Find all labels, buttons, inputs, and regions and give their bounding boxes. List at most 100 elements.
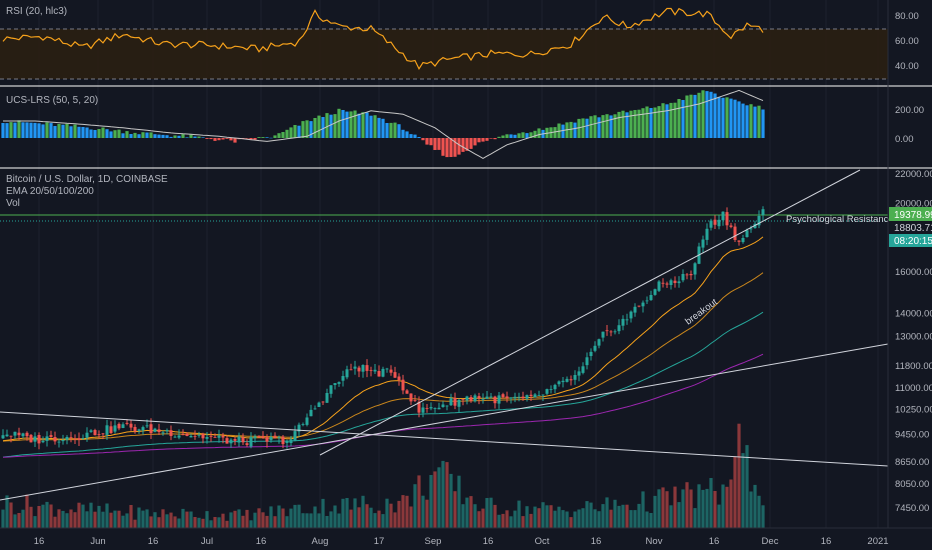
lrs-bar bbox=[161, 134, 165, 138]
prev-price-tag[interactable]: 18803.71 bbox=[889, 221, 932, 234]
lrs-bar bbox=[433, 138, 437, 150]
volume-bar bbox=[557, 506, 561, 528]
descending-trendline[interactable] bbox=[0, 411, 889, 467]
candle-body bbox=[45, 436, 49, 441]
candle-body bbox=[505, 396, 509, 399]
ucs-lrs-pane[interactable]: UCS-LRS (50, 5, 20) bbox=[1, 89, 765, 159]
lrs-bar bbox=[657, 106, 661, 138]
volume-bar bbox=[417, 475, 421, 528]
lrs-bar bbox=[233, 138, 237, 143]
volume-bar bbox=[249, 520, 253, 528]
volume-bar bbox=[453, 491, 457, 528]
volume-bar bbox=[457, 475, 461, 528]
volume-bar bbox=[17, 513, 21, 528]
volume-bar bbox=[25, 494, 29, 528]
lrs-bar bbox=[337, 108, 341, 138]
ascending-trendline[interactable] bbox=[0, 343, 889, 501]
candle-body bbox=[301, 424, 305, 425]
lrs-bar bbox=[385, 123, 389, 138]
volume-bar bbox=[713, 491, 717, 528]
volume-bar bbox=[701, 489, 705, 528]
ema-legend-title[interactable]: EMA 20/50/100/200 bbox=[6, 186, 94, 197]
volume-bar bbox=[441, 460, 445, 528]
candle-body bbox=[629, 311, 633, 319]
lrs-bar bbox=[401, 129, 405, 138]
volume-bar bbox=[645, 511, 649, 528]
candle-body bbox=[53, 437, 57, 442]
rsi-band-fill bbox=[0, 29, 888, 79]
lrs-legend-title[interactable]: UCS-LRS (50, 5, 20) bbox=[6, 95, 98, 106]
lrs-bar bbox=[249, 138, 253, 140]
lrs-bar bbox=[225, 138, 229, 139]
lrs-bar bbox=[25, 122, 29, 138]
time-axis-tick: Jul bbox=[201, 536, 213, 547]
volume-bar bbox=[13, 514, 17, 528]
lrs-bar bbox=[313, 118, 317, 138]
vol-legend-title[interactable]: Vol bbox=[6, 198, 20, 209]
candle-body bbox=[13, 431, 17, 436]
lrs-bar bbox=[437, 138, 441, 150]
volume-bar bbox=[489, 497, 493, 528]
lrs-bar bbox=[653, 107, 657, 138]
volume-bar bbox=[73, 512, 77, 528]
candle-body bbox=[229, 439, 233, 444]
candle-body bbox=[41, 440, 45, 443]
volume-bar bbox=[481, 508, 485, 528]
candle-body bbox=[217, 435, 221, 438]
lrs-bar bbox=[561, 124, 565, 138]
lrs-bar bbox=[513, 134, 517, 138]
price-axis-tick: 9450.00 bbox=[895, 430, 929, 441]
volume-bar bbox=[637, 503, 641, 528]
candle-body bbox=[449, 398, 453, 406]
volume-bar bbox=[89, 502, 93, 528]
lrs-bar bbox=[569, 121, 573, 138]
candle-body bbox=[365, 365, 369, 371]
candle-body bbox=[393, 372, 397, 378]
lrs-bar bbox=[269, 137, 273, 139]
volume-bar bbox=[345, 498, 349, 528]
volume-bar bbox=[729, 479, 733, 528]
volume-bar bbox=[641, 491, 645, 528]
rsi-pane[interactable]: RSI (20, hlc3) bbox=[0, 6, 888, 80]
candle-body bbox=[601, 331, 605, 338]
candle-body bbox=[585, 357, 589, 366]
lrs-bar bbox=[365, 112, 369, 138]
lrs-bar bbox=[221, 138, 225, 140]
lrs-bar bbox=[57, 124, 61, 138]
price-axis[interactable]: 80.00 60.00 40.00 200.00 0.00 22000.00 20000.0… bbox=[895, 11, 932, 514]
lrs-bar bbox=[677, 99, 681, 138]
time-axis[interactable]: 16 Jun 16 Jul 16 Aug 17 Sep 16 Oct 16 Nov 16 Dec 16 202… bbox=[34, 536, 889, 547]
candle-body bbox=[349, 369, 353, 371]
volume-bar bbox=[77, 502, 81, 528]
candle-body bbox=[605, 330, 609, 332]
lrs-bar bbox=[729, 98, 733, 138]
countdown-tag[interactable]: 08:20:15 bbox=[889, 234, 932, 247]
price-pane[interactable]: Psychological Resistance breakout Bitcoi… bbox=[0, 169, 894, 528]
volume-bar bbox=[485, 498, 489, 528]
breakout-trendline[interactable] bbox=[319, 169, 861, 456]
main-legend-title[interactable]: Bitcoin / U.S. Dollar, 1D, COINBASE bbox=[6, 174, 168, 185]
lrs-bar bbox=[589, 116, 593, 138]
candle-body bbox=[541, 394, 545, 396]
lrs-bar bbox=[641, 108, 645, 138]
candle-body bbox=[201, 433, 205, 439]
volume-bar bbox=[537, 508, 541, 528]
volume-bar bbox=[413, 484, 417, 528]
lrs-bar bbox=[97, 129, 101, 138]
lrs-bar bbox=[305, 120, 309, 138]
lrs-bar bbox=[49, 123, 53, 138]
lrs-bar bbox=[145, 132, 149, 138]
lrs-bar bbox=[685, 95, 689, 138]
candle-body bbox=[501, 394, 505, 398]
lrs-bar bbox=[689, 94, 693, 138]
rsi-legend-title[interactable]: RSI (20, hlc3) bbox=[6, 6, 67, 17]
volume-bar bbox=[617, 505, 621, 528]
volume-bar bbox=[273, 516, 277, 528]
candle-body bbox=[209, 436, 213, 437]
volume-bar bbox=[465, 497, 469, 528]
candle-body bbox=[533, 394, 537, 398]
resistance-annotation[interactable]: Psychological Resistance bbox=[786, 214, 894, 225]
lrs-bar bbox=[661, 103, 665, 138]
last-price-tag[interactable]: 19378.99 bbox=[889, 207, 932, 221]
